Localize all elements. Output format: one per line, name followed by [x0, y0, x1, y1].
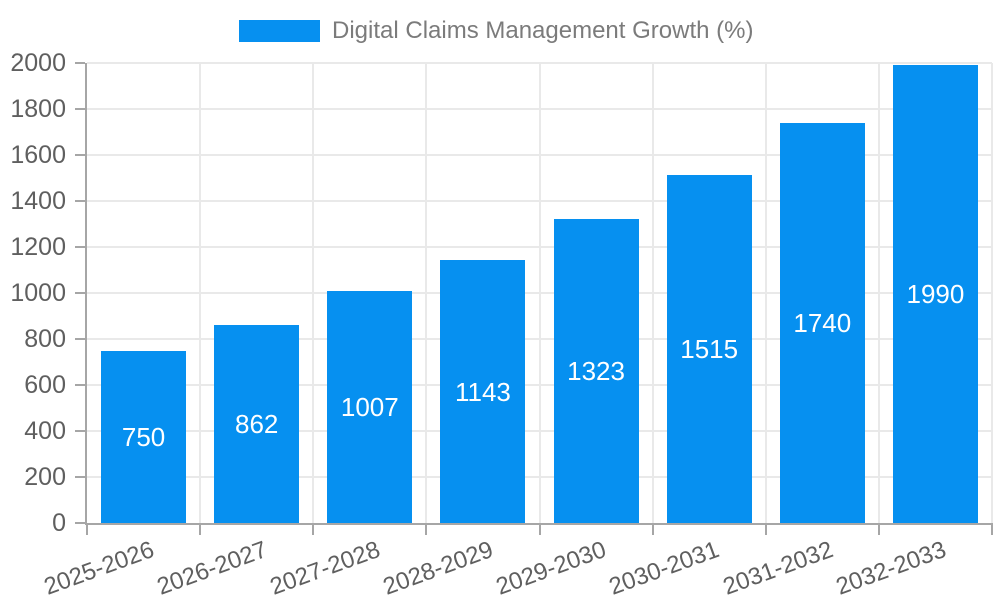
x-tick-mark: [425, 525, 428, 535]
x-tick-mark: [991, 525, 993, 535]
y-tick-label: 1800: [10, 95, 66, 123]
y-tick-label: 2000: [10, 49, 66, 77]
y-tick-mark: [75, 338, 85, 340]
chart-legend: Digital Claims Management Growth (%): [239, 17, 753, 45]
bar: [779, 122, 865, 523]
x-gridline: [312, 63, 315, 523]
bar-value-label: 862: [234, 408, 279, 439]
x-tick-label: 2025-2026: [40, 536, 158, 600]
x-tick-mark: [538, 525, 541, 535]
y-tick-mark: [75, 292, 85, 294]
y-tick-mark: [75, 476, 85, 478]
x-tick-label: 2031-2032: [719, 536, 837, 600]
x-tick-label: 2032-2033: [832, 536, 950, 600]
x-tick-mark: [764, 525, 767, 535]
y-tick-mark: [75, 246, 85, 248]
bar: [327, 291, 413, 523]
bar-value-label: 1007: [340, 392, 399, 423]
y-tick-label: 1400: [10, 187, 66, 215]
bar: [553, 218, 639, 523]
y-tick-mark: [75, 384, 85, 386]
y-tick-mark: [75, 200, 85, 202]
bar-value-label: 1143: [454, 376, 511, 407]
x-gridline: [425, 63, 428, 523]
x-axis-line: [85, 523, 993, 525]
bar: [101, 350, 187, 523]
y-tick-label: 400: [24, 417, 66, 445]
x-tick-mark: [199, 525, 202, 535]
x-gridline: [199, 63, 202, 523]
y-tick-mark: [75, 522, 85, 524]
y-tick-mark: [75, 62, 85, 64]
x-tick-label: 2029-2030: [492, 536, 610, 600]
x-tick-label: 2030-2031: [605, 536, 724, 600]
y-tick-label: 800: [24, 325, 66, 353]
x-tick-label: 2028-2029: [379, 536, 497, 600]
y-tick-label: 600: [24, 371, 66, 399]
x-tick-mark: [86, 525, 88, 535]
legend-label: Digital Claims Management Growth (%): [332, 17, 754, 44]
bar-value-label: 1323: [567, 355, 625, 386]
y-axis-line: [85, 63, 87, 525]
x-tick-mark: [877, 525, 880, 535]
x-tick-mark: [651, 525, 654, 535]
bar: [892, 65, 978, 523]
y-tick-mark: [75, 430, 85, 432]
x-gridline: [764, 63, 767, 523]
y-tick-label: 1200: [10, 233, 66, 261]
x-tick-mark: [312, 525, 315, 535]
bar: [666, 174, 752, 523]
y-tick-mark: [75, 108, 85, 110]
y-tick-label: 1000: [10, 279, 66, 307]
bar-value-label: 750: [121, 421, 166, 452]
y-tick-label: 0: [52, 509, 66, 537]
bar-value-label: 1740: [793, 307, 852, 338]
x-gridline: [538, 63, 541, 523]
bar: [214, 324, 300, 523]
x-gridline: [651, 63, 654, 523]
x-tick-label: 2027-2028: [266, 536, 384, 600]
x-gridline: [991, 63, 993, 523]
y-tick-label: 1600: [10, 141, 66, 169]
y-tick-label: 200: [24, 463, 66, 491]
x-gridline: [877, 63, 880, 523]
y-tick-mark: [75, 154, 85, 156]
bar-value-label: 1990: [906, 279, 965, 310]
bar-value-label: 1515: [680, 333, 739, 364]
bar: [440, 260, 526, 523]
x-tick-label: 2026-2027: [153, 536, 271, 600]
legend-swatch: [239, 20, 320, 42]
